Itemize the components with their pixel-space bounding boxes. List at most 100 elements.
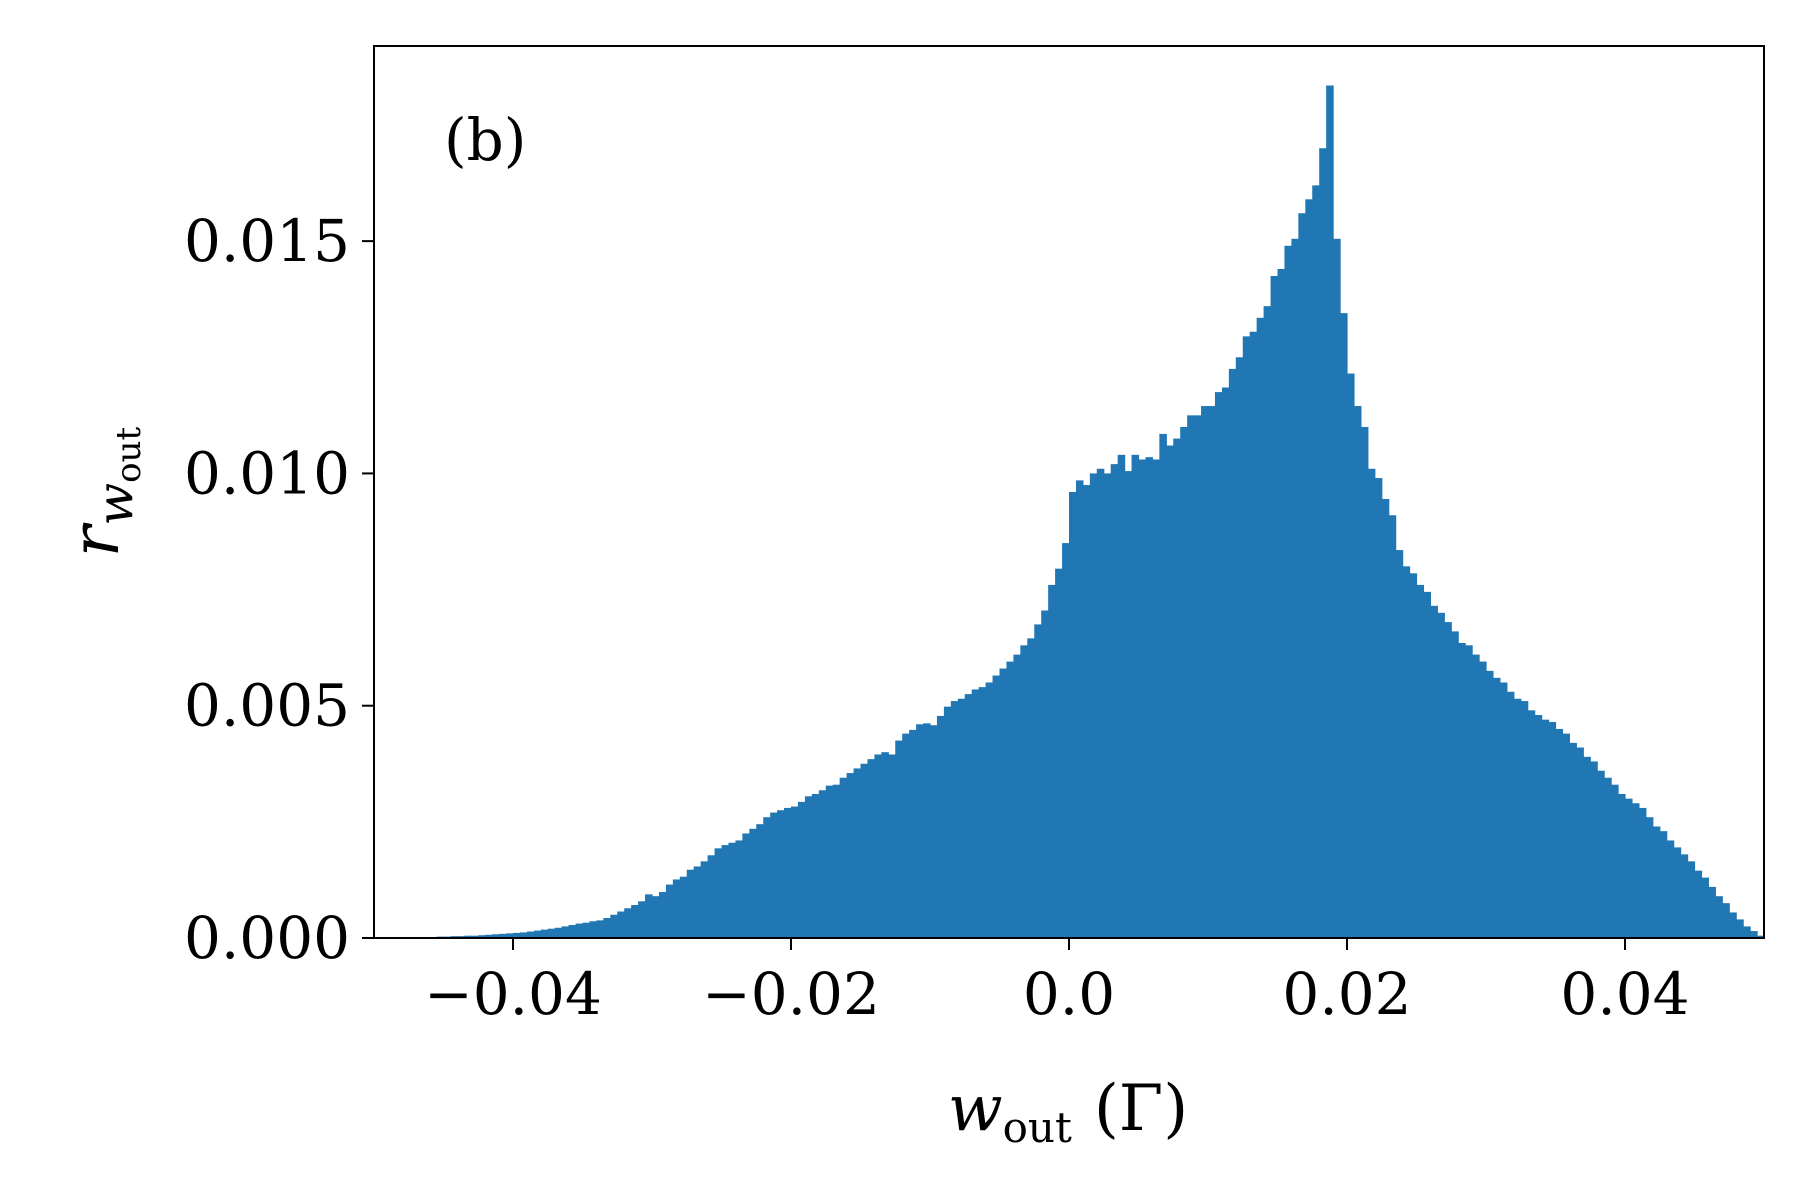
histogram-bar [909,729,917,938]
histogram-bar [1360,426,1369,938]
histogram-bar [1284,245,1292,938]
histogram-bar [1680,854,1689,939]
histogram-bar [1590,761,1598,938]
y-axis-ticks: 0.000 0.005 0.010 0.015 [184,207,374,972]
histogram-bar [1228,368,1237,938]
histogram-bar [1319,148,1327,938]
histogram-bar [1548,721,1557,938]
x-axis-ticks: −0.04 −0.02 0.0 0.02 0.04 [424,938,1690,1028]
histogram-bar [1145,457,1153,938]
histogram-bar [1298,213,1306,938]
histogram-bar [811,793,820,938]
histogram-bar [902,733,910,938]
x-axis-label-symbol: w [948,1072,1003,1146]
histogram-bar [1096,468,1105,938]
y-tick-label: 0.000 [184,904,350,972]
histogram-bar [1750,931,1758,938]
histogram-bar [526,931,535,938]
histogram-bar [999,668,1008,938]
x-axis-label-subscript: out [1003,1103,1072,1152]
histogram-bar [1701,877,1709,938]
histogram-bar [1527,710,1536,938]
histogram-bar [1256,317,1265,938]
histogram-bar [1722,903,1730,938]
histogram-bar [547,928,556,938]
histogram-bar [895,740,903,938]
histogram-bar [881,752,889,938]
histogram-bar [950,701,959,938]
histogram-bar [1562,733,1570,938]
histogram-bar [478,935,486,938]
histogram-bar [936,715,945,938]
histogram-bar [1305,199,1313,938]
histogram-bar [916,724,924,938]
histogram-bar [1666,840,1675,938]
histogram-bar [1353,406,1362,938]
x-axis-label-unit: (Γ) [1094,1072,1188,1146]
histogram-bar [665,884,674,938]
histogram-bar [499,933,507,938]
histogram-bar [1062,543,1070,938]
histogram-bar [735,840,743,938]
histogram-bar [1534,715,1543,938]
histogram-bar [756,824,764,938]
histogram-bar [1103,473,1112,938]
histogram-bar [1381,498,1390,938]
histogram-bar [1694,870,1703,938]
histogram-bar [1465,645,1473,938]
histogram-bar [1486,670,1494,938]
histogram-bar [568,924,577,938]
histogram-bar [1117,454,1126,938]
histogram-bar [1416,584,1425,938]
histogram-bar [533,930,542,938]
x-tick-label: −0.02 [702,960,880,1028]
histogram-bar [1541,719,1550,938]
histogram-bar [1194,415,1202,939]
histogram-bar [1235,357,1244,938]
histogram-bar [554,927,563,938]
x-tick-label: 0.04 [1560,960,1689,1028]
histogram-bar [1034,624,1042,938]
histogram-bar [506,933,514,938]
y-tick-label: 0.015 [184,207,350,275]
histogram-bar [1263,306,1272,938]
histogram-bar [971,689,980,938]
histogram-bar [1208,406,1216,938]
histogram-bar [1166,445,1174,938]
histogram-bar [1291,238,1299,939]
histogram-bar [888,754,896,938]
panel-label: (b) [444,106,526,174]
histogram-bar [1027,638,1035,938]
histogram-bar [638,901,646,938]
histogram-bar [1374,478,1383,938]
histogram-bar [1409,573,1418,938]
histogram-bar [985,682,994,938]
histogram-bar [519,932,528,938]
histogram-bar [1069,492,1077,938]
histogram-bar [1729,912,1737,938]
histogram-bar [784,807,792,938]
x-tick-label: 0.0 [1023,960,1115,1028]
histogram-bar [923,723,931,938]
histogram-bar [930,725,938,938]
histogram-bar [645,894,653,938]
histogram-bar [1506,691,1515,938]
histogram-bar [1367,468,1376,938]
histogram-bar [1180,426,1188,938]
histogram-bar [1214,392,1223,938]
y-tick-label: 0.005 [184,672,350,740]
histogram-bar [658,892,667,938]
histogram-bar [1743,926,1751,938]
histogram-bar [874,754,882,938]
histogram-bar [561,926,570,938]
histogram-bar [1638,807,1647,938]
histogram-bar [1687,861,1696,938]
histogram-bar [1152,459,1160,938]
y-axis-label: rwout [57,426,149,557]
histogram-bar [1492,677,1501,938]
histogram-bar [1555,728,1564,938]
histogram-bar [867,759,875,938]
histogram-bar [749,828,757,938]
histogram-bars [415,85,1765,939]
histogram-bar [513,932,521,938]
